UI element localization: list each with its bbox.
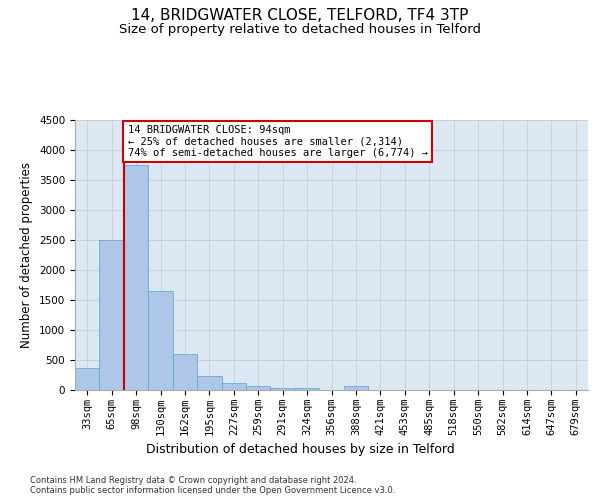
Bar [124, 165, 148, 390]
Text: Contains HM Land Registry data © Crown copyright and database right 2024.
Contai: Contains HM Land Registry data © Crown c… [30, 476, 395, 495]
Bar [271, 388, 295, 390]
Y-axis label: Number of detached properties: Number of detached properties [20, 162, 34, 348]
Bar [197, 376, 221, 390]
Bar [246, 386, 271, 390]
Bar [344, 386, 368, 390]
Bar [100, 240, 124, 390]
Text: Distribution of detached houses by size in Telford: Distribution of detached houses by size … [146, 442, 454, 456]
Bar [221, 384, 246, 390]
Text: 14 BRIDGWATER CLOSE: 94sqm
← 25% of detached houses are smaller (2,314)
74% of s: 14 BRIDGWATER CLOSE: 94sqm ← 25% of deta… [128, 125, 428, 158]
Bar [75, 368, 100, 390]
Text: Size of property relative to detached houses in Telford: Size of property relative to detached ho… [119, 22, 481, 36]
Bar [173, 354, 197, 390]
Bar [148, 291, 173, 390]
Text: 14, BRIDGWATER CLOSE, TELFORD, TF4 3TP: 14, BRIDGWATER CLOSE, TELFORD, TF4 3TP [131, 8, 469, 22]
Bar [295, 388, 319, 390]
